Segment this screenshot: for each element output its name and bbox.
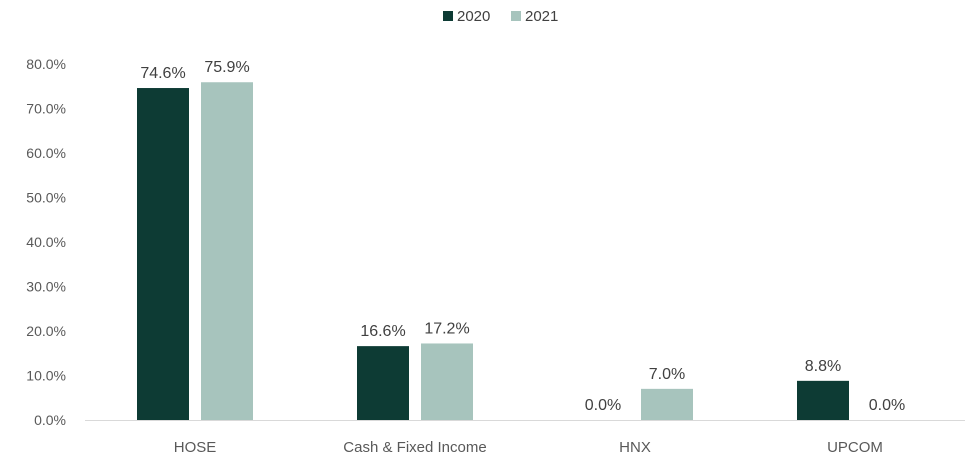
y-axis: 0.0% 10.0% 20.0% 30.0% 40.0% 50.0% 60.0% 70.0% 8… <box>26 56 66 428</box>
x-tick-label: Cash & Fixed Income <box>343 439 486 456</box>
bar-2020 <box>357 346 409 420</box>
x-tick-label: UPCOM <box>827 439 883 456</box>
y-tick-label: 50.0% <box>26 190 66 206</box>
data-labels: 74.6% 75.9% 16.6% 17.2% 0.0% 7.0% 8.8% 0.0% <box>140 59 905 414</box>
bar-2021 <box>201 82 253 421</box>
y-tick-label: 20.0% <box>26 323 66 339</box>
bar-2021 <box>641 388 693 420</box>
data-label: 7.0% <box>649 366 685 383</box>
data-label: 0.0% <box>869 397 905 414</box>
bar-2020 <box>137 88 189 420</box>
y-tick-label: 60.0% <box>26 145 66 161</box>
legend-swatch-2020 <box>443 11 453 21</box>
data-label: 16.6% <box>360 323 405 340</box>
legend-label: 2021 <box>525 8 558 25</box>
x-tick-label: HNX <box>619 439 651 456</box>
data-label: 17.2% <box>424 320 469 337</box>
y-tick-label: 0.0% <box>34 412 66 428</box>
y-tick-label: 80.0% <box>26 56 66 72</box>
y-tick-label: 70.0% <box>26 101 66 117</box>
y-tick-label: 30.0% <box>26 279 66 295</box>
bar-2021 <box>421 343 473 420</box>
y-tick-label: 10.0% <box>26 368 66 384</box>
data-label: 74.6% <box>140 65 185 82</box>
data-label: 0.0% <box>585 397 621 414</box>
data-label: 8.8% <box>805 358 841 375</box>
x-tick-label: HOSE <box>174 439 217 456</box>
legend: 2020 2021 <box>443 8 558 25</box>
legend-label: 2020 <box>457 8 490 25</box>
x-axis: HOSE Cash & Fixed Income HNX UPCOM <box>85 420 965 456</box>
y-tick-label: 40.0% <box>26 234 66 250</box>
data-label: 75.9% <box>204 59 249 76</box>
bar-2020 <box>797 380 849 420</box>
bars <box>137 82 849 421</box>
legend-swatch-2021 <box>511 11 521 21</box>
